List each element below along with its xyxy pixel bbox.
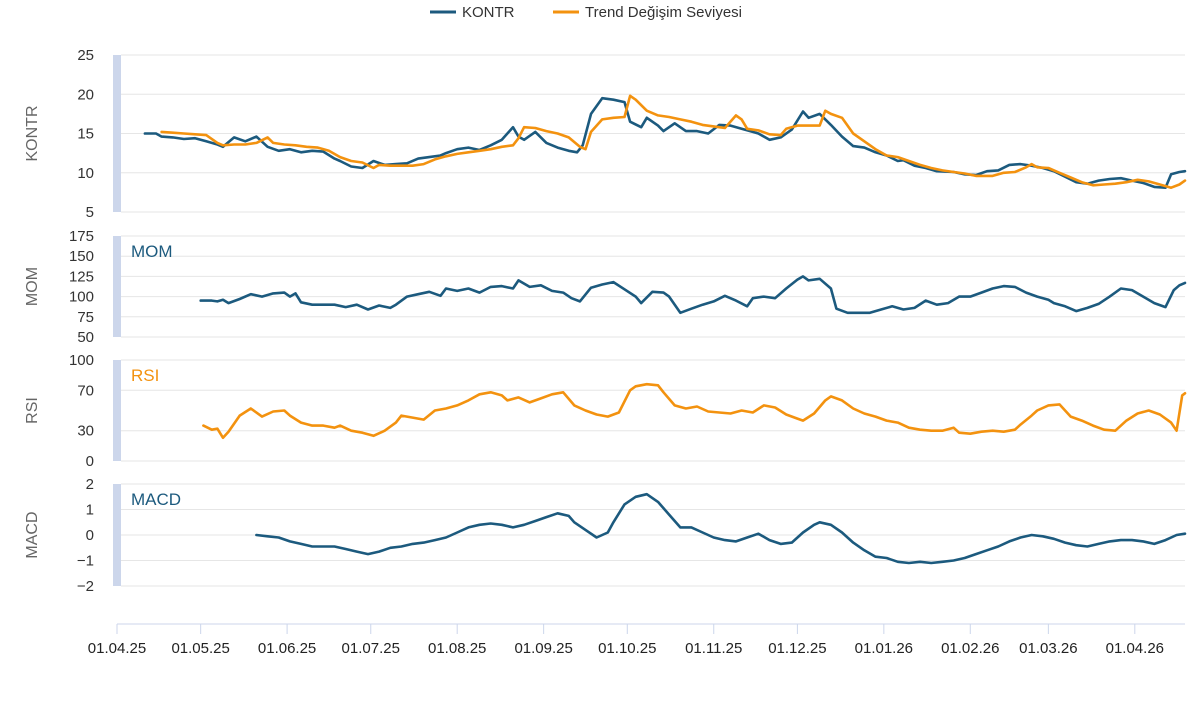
- panel-kontr: 25 20 15 10 5 KONTR: [24, 47, 1187, 221]
- mom-y-tick-label: 75: [77, 309, 94, 326]
- kontr-y-tick-label: 25: [77, 47, 94, 64]
- panel-mom: 175 150 125 100 75 50 MOM MOM: [24, 228, 1187, 346]
- macd-y-tick-label: 1: [86, 502, 94, 519]
- legend-item-kontr[interactable]: KONTR: [430, 4, 515, 21]
- macd-y-axis-title: MACD: [24, 511, 41, 558]
- x-tick-label: 01.10.25: [598, 640, 656, 657]
- macd-panel-label: MACD: [131, 490, 181, 509]
- x-tick-label: 01.04.26: [1106, 640, 1164, 657]
- kontr-series-line-0: [143, 96, 1187, 189]
- mom-panel-label: MOM: [131, 242, 173, 261]
- legend-label-kontr: KONTR: [462, 4, 515, 21]
- macd-y-tick-label: 0: [86, 527, 94, 544]
- x-tick-label: 01.02.26: [941, 640, 999, 657]
- macd-y-tick-label: 2: [86, 476, 94, 493]
- x-tick-label: 01.07.25: [342, 640, 400, 657]
- x-tick-label: 01.08.25: [428, 640, 486, 657]
- kontr-y-tick-label: 10: [77, 165, 94, 182]
- x-tick-label: 01.06.25: [258, 640, 316, 657]
- rsi-y-tick-label: 0: [86, 453, 94, 470]
- mom-y-tick-label: 50: [77, 329, 94, 346]
- legend-label-trend: Trend Değişim Seviyesi: [585, 4, 742, 21]
- kontr-y-tick-label: 15: [77, 126, 94, 143]
- x-tick-label: 01.04.25: [88, 640, 146, 657]
- x-tick-label: 01.03.26: [1019, 640, 1077, 657]
- kontr-y-axis-title: KONTR: [24, 106, 41, 162]
- x-tick-label: 01.01.26: [855, 640, 913, 657]
- legend: KONTR Trend Değişim Seviyesi: [430, 4, 742, 21]
- macd-y-tick-label: −1: [77, 553, 94, 570]
- x-tick-label: 01.05.25: [171, 640, 229, 657]
- mom-series-line-0: [199, 275, 1187, 315]
- kontr-series-line-1: [160, 94, 1187, 189]
- mom-y-tick-label: 175: [69, 228, 94, 245]
- x-tick-label: 01.09.25: [514, 640, 572, 657]
- kontr-axis-band: [113, 55, 121, 212]
- kontr-y-tick-label: 5: [86, 204, 94, 221]
- rsi-y-tick-label: 70: [77, 382, 94, 399]
- macd-axis-band: [113, 484, 121, 586]
- macd-series-line-0: [255, 492, 1187, 565]
- rsi-series-line-0: [202, 382, 1187, 440]
- rsi-axis-band: [113, 360, 121, 461]
- macd-y-tick-label: −2: [77, 578, 94, 595]
- rsi-panel-label: RSI: [131, 366, 159, 385]
- mom-y-tick-label: 150: [69, 248, 94, 265]
- panel-macd: 2 1 0 −1 −2 MACD MACD: [24, 476, 1187, 595]
- panels-layer: 252015105KONTR1751501251007550MOMMOM1007…: [24, 47, 1187, 595]
- mom-y-axis-title: MOM: [24, 267, 41, 306]
- mom-axis-band: [113, 236, 121, 337]
- kontr-y-tick-label: 20: [77, 86, 94, 103]
- legend-item-trend[interactable]: Trend Değişim Seviyesi: [553, 4, 742, 21]
- rsi-y-axis-title: RSI: [24, 397, 41, 424]
- mom-y-tick-label: 125: [69, 268, 94, 285]
- x-tick-label: 01.11.25: [685, 640, 742, 657]
- panel-rsi: 100 70 30 0 RSI RSI: [24, 352, 1187, 470]
- rsi-y-tick-label: 30: [77, 423, 94, 440]
- x-axis: 01.04.25 01.05.25 01.06.25 01.07.25 01.08.25…: [88, 623, 1185, 657]
- rsi-y-tick-label: 100: [69, 352, 94, 369]
- x-tick-label: 01.12.25: [768, 640, 826, 657]
- mom-y-tick-label: 100: [69, 289, 94, 306]
